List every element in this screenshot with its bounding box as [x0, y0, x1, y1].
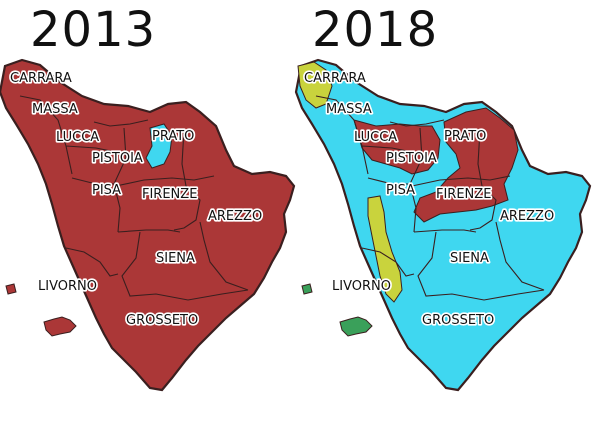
small-island-2018: [301, 283, 313, 295]
label-firenze-2018: FIRENZE: [436, 187, 491, 202]
small-island-2013: [5, 283, 17, 295]
label-grosseto-2018: GROSSETO: [422, 313, 494, 328]
label-firenze-2013: FIRENZE: [142, 187, 197, 202]
label-grosseto-2013: GROSSETO: [126, 313, 198, 328]
label-arezzo-2013: AREZZO: [208, 209, 262, 224]
label-lucca-2013: LUCCA: [56, 130, 99, 145]
year-title-2018: 2018: [312, 2, 439, 58]
label-siena-2013: SIENA: [156, 251, 195, 266]
label-carrara-2018: CARRARA: [304, 71, 366, 86]
label-prato-2018: PRATO: [444, 129, 486, 144]
lucca-pistoia-region-2018: [353, 119, 441, 175]
label-arezzo-2018: AREZZO: [500, 209, 554, 224]
label-lucca-2018: LUCCA: [354, 130, 397, 145]
year-title-2013: 2013: [30, 2, 157, 58]
prato-firenze-region-2018: [413, 107, 519, 223]
map-2018: CARRARA MASSA LUCCA PRATO PISTOIA PISA F…: [294, 58, 592, 392]
label-pistoia-2018: PISTOIA: [386, 151, 437, 166]
label-prato-2013: PRATO: [152, 129, 194, 144]
prato-region-2013: [145, 123, 173, 169]
label-pisa-2013: PISA: [92, 183, 121, 198]
map-2013: CARRARA MASSA LUCCA PRATO PISTOIA PISA F…: [0, 58, 296, 392]
label-pistoia-2013: PISTOIA: [92, 151, 143, 166]
elba-island-2013: [43, 316, 77, 337]
label-pisa-2018: PISA: [386, 183, 415, 198]
label-livorno-2018: LIVORNO: [332, 279, 391, 294]
label-carrara-2013: CARRARA: [10, 71, 72, 86]
carrara-region-2018: [297, 61, 333, 109]
livorno-coast-region-2018: [367, 195, 403, 303]
label-massa-2018: MASSA: [326, 102, 372, 117]
label-livorno-2013: LIVORNO: [38, 279, 97, 294]
label-siena-2018: SIENA: [450, 251, 489, 266]
elba-island-2018: [339, 316, 373, 337]
label-massa-2013: MASSA: [32, 102, 78, 117]
